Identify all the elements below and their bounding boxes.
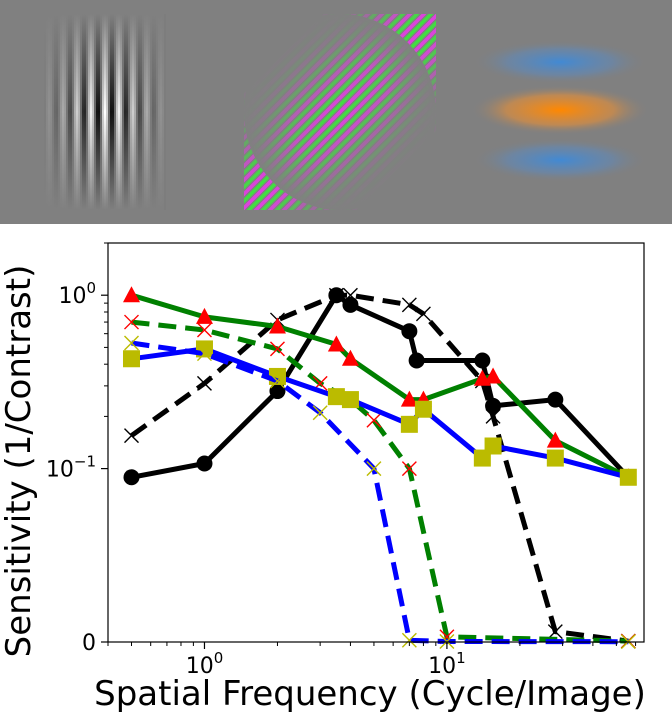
series-4-marker [484, 437, 502, 455]
series-5-marker [269, 373, 285, 389]
series-1-marker [401, 297, 417, 313]
series-1-marker [485, 408, 501, 424]
luminance-gabor [44, 14, 167, 210]
stimulus-strip [0, 0, 672, 224]
series-0-marker [342, 296, 359, 313]
series-4-marker [619, 468, 637, 486]
series-3-marker [401, 461, 417, 477]
series-4-marker [341, 391, 359, 409]
series-5-marker [196, 346, 212, 362]
series-0-marker [408, 352, 425, 369]
plot-frame [107, 242, 645, 643]
series-0-marker [401, 323, 418, 340]
luminance-stripe [164, 14, 167, 210]
series-0-marker [474, 352, 491, 369]
series-2-marker [546, 431, 564, 448]
series-2-marker [122, 286, 140, 303]
y-tick-label: 0 [82, 631, 96, 656]
y-axis-label: Sensitivity (1/Contrast) [0, 265, 39, 658]
series-4-marker [122, 350, 140, 368]
x-tick-label: 100 [186, 649, 224, 679]
red-green-envelope [244, 14, 436, 210]
blue-lobe-top [472, 40, 648, 84]
series-5-marker [123, 335, 139, 351]
series-4-marker [546, 449, 564, 467]
series-3-marker [269, 341, 285, 357]
series-1-marker [123, 428, 139, 444]
blue-lobe-bottom [472, 138, 648, 182]
series-1-marker [415, 306, 431, 322]
series-4-marker [414, 400, 432, 418]
series-3-marker [366, 412, 382, 428]
series-4-marker [400, 415, 418, 433]
series-0-marker [547, 391, 564, 408]
series-5-marker [366, 461, 382, 477]
series-2-marker [327, 335, 345, 352]
series-3-marker [123, 314, 139, 330]
y-tick-label: 10−1 [46, 453, 96, 483]
series-1-marker [547, 624, 563, 640]
y-tick-label: 100 [58, 279, 96, 309]
series-2-marker [268, 317, 286, 334]
series-3-line [131, 319, 629, 644]
series-2-marker [400, 390, 418, 407]
red-green-gabor [244, 14, 436, 210]
series-1-marker [342, 287, 358, 303]
series-2-marker [341, 349, 359, 366]
series-4-marker [327, 388, 345, 406]
series-1-marker [196, 375, 212, 391]
series-0-marker [123, 469, 140, 486]
series-layer [122, 286, 637, 650]
series-5-line [131, 340, 629, 645]
series-0-marker [269, 383, 286, 400]
series-1-marker [328, 287, 344, 303]
series-5-marker [401, 632, 417, 648]
series-5-marker [312, 405, 328, 421]
series-0-marker [196, 455, 213, 472]
series-3-marker [196, 322, 212, 338]
series-2-marker [195, 307, 213, 324]
x-axis-label: Spatial Frequency (Cycle/Image) [94, 674, 646, 713]
blue-yellow-gabor [470, 40, 650, 182]
luminance-envelope [44, 14, 164, 210]
orange-lobe [470, 85, 650, 135]
series-2-marker [484, 367, 502, 384]
